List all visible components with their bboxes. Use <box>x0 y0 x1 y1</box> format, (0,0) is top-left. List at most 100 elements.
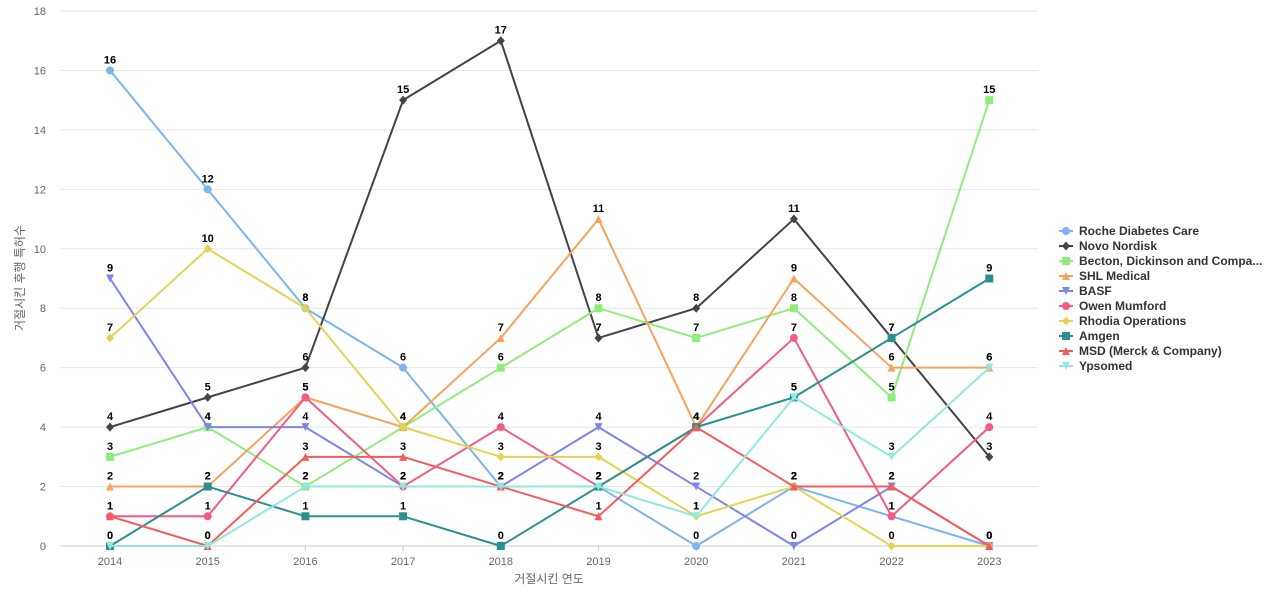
data-point <box>496 333 505 342</box>
data-label: 8 <box>693 292 699 304</box>
y-tick-label: 6 <box>40 363 46 375</box>
data-point <box>106 542 114 550</box>
data-label: 3 <box>400 441 406 453</box>
data-label: 4 <box>400 411 407 423</box>
data-label: 5 <box>302 381 308 393</box>
legend-item[interactable]: Amgen <box>1059 329 1120 343</box>
y-tick-label: 10 <box>34 244 46 256</box>
data-point <box>106 66 114 75</box>
data-point <box>594 215 603 224</box>
data-label: 6 <box>889 352 895 364</box>
data-label: 4 <box>107 411 114 423</box>
x-tick-label: 2020 <box>684 556 708 568</box>
data-label: 2 <box>693 471 699 483</box>
data-label: 0 <box>205 530 211 542</box>
legend-item[interactable]: Novo Nordisk <box>1059 239 1157 253</box>
x-tick-label: 2015 <box>195 556 219 568</box>
data-point <box>789 482 798 491</box>
legend-item[interactable]: Rhodia Operations <box>1059 314 1187 328</box>
data-label: 7 <box>889 322 895 334</box>
data-label: 2 <box>595 471 601 483</box>
data-label: 8 <box>595 292 601 304</box>
legend-marker <box>1062 362 1070 370</box>
legend-item[interactable]: BASF <box>1059 284 1112 298</box>
legend-label: Roche Diabetes Care <box>1079 224 1199 238</box>
data-label: 6 <box>986 352 992 364</box>
data-label: 17 <box>495 25 507 37</box>
data-label: 8 <box>302 292 308 304</box>
legend-marker <box>1062 332 1070 340</box>
legend-item[interactable]: MSD (Merck & Company) <box>1059 344 1222 358</box>
legend-marker <box>1062 227 1070 235</box>
series-2 <box>106 96 994 491</box>
data-label: 2 <box>400 471 406 483</box>
data-point <box>692 482 701 491</box>
legend-item[interactable]: Owen Mumford <box>1059 299 1166 313</box>
data-point <box>301 303 310 313</box>
y-tick-label: 2 <box>40 482 46 494</box>
data-point <box>496 542 505 550</box>
data-label: 6 <box>400 352 406 364</box>
data-point <box>985 452 994 462</box>
data-point <box>985 363 994 372</box>
data-label: 2 <box>498 471 504 483</box>
data-label: 6 <box>498 352 504 364</box>
data-point <box>301 363 310 373</box>
data-point <box>496 452 505 462</box>
data-label: 4 <box>693 411 700 423</box>
legend-label: Amgen <box>1079 329 1120 343</box>
data-label: 15 <box>397 84 409 96</box>
data-label: 7 <box>498 322 504 334</box>
data-label: 4 <box>400 411 407 423</box>
legend-item[interactable]: Roche Diabetes Care <box>1059 224 1199 238</box>
data-point <box>106 512 114 521</box>
data-label: 9 <box>107 263 113 275</box>
data-point <box>887 482 896 491</box>
data-label: 4 <box>986 411 993 423</box>
data-label: 2 <box>205 471 211 483</box>
data-label: 2 <box>595 471 601 483</box>
data-label: 2 <box>498 471 504 483</box>
data-label: 8 <box>791 292 797 304</box>
series-line <box>109 426 991 547</box>
data-label: 3 <box>498 441 504 453</box>
series-lines <box>106 36 994 551</box>
data-label: 9 <box>986 263 992 275</box>
data-label: 4 <box>400 411 407 423</box>
data-point <box>985 96 994 105</box>
data-label: 4 <box>302 411 309 423</box>
data-label: 1 <box>889 500 895 512</box>
data-point <box>106 482 114 491</box>
data-label: 2 <box>595 471 601 483</box>
legend-label: Owen Mumford <box>1079 299 1166 313</box>
legend-item[interactable]: Ypsomed <box>1059 359 1132 373</box>
data-label: 8 <box>302 292 308 304</box>
data-label: 5 <box>791 381 797 393</box>
legend-item[interactable]: SHL Medical <box>1059 269 1150 283</box>
data-point <box>106 333 114 343</box>
x-tick-label: 2018 <box>489 556 513 568</box>
data-label: 3 <box>889 441 895 453</box>
data-label: 0 <box>107 530 113 542</box>
data-label: 2 <box>498 471 504 483</box>
data-point <box>594 423 603 432</box>
data-point <box>594 512 603 521</box>
data-label: 1 <box>693 500 699 512</box>
legend-marker <box>1062 272 1070 280</box>
data-label: 2 <box>595 471 601 483</box>
data-point <box>692 333 701 342</box>
data-point <box>985 542 994 550</box>
legend-label: Ypsomed <box>1079 359 1132 373</box>
data-point <box>203 512 212 521</box>
data-label: 7 <box>107 322 113 334</box>
data-label: 1 <box>889 500 895 512</box>
data-point <box>789 393 798 402</box>
y-tick-label: 8 <box>40 303 46 315</box>
series-line <box>109 39 991 458</box>
legend-item[interactable]: Becton, Dickinson and Compa... <box>1059 254 1262 268</box>
data-label: 10 <box>202 233 214 245</box>
data-label: 2 <box>791 471 797 483</box>
data-point <box>985 423 994 432</box>
